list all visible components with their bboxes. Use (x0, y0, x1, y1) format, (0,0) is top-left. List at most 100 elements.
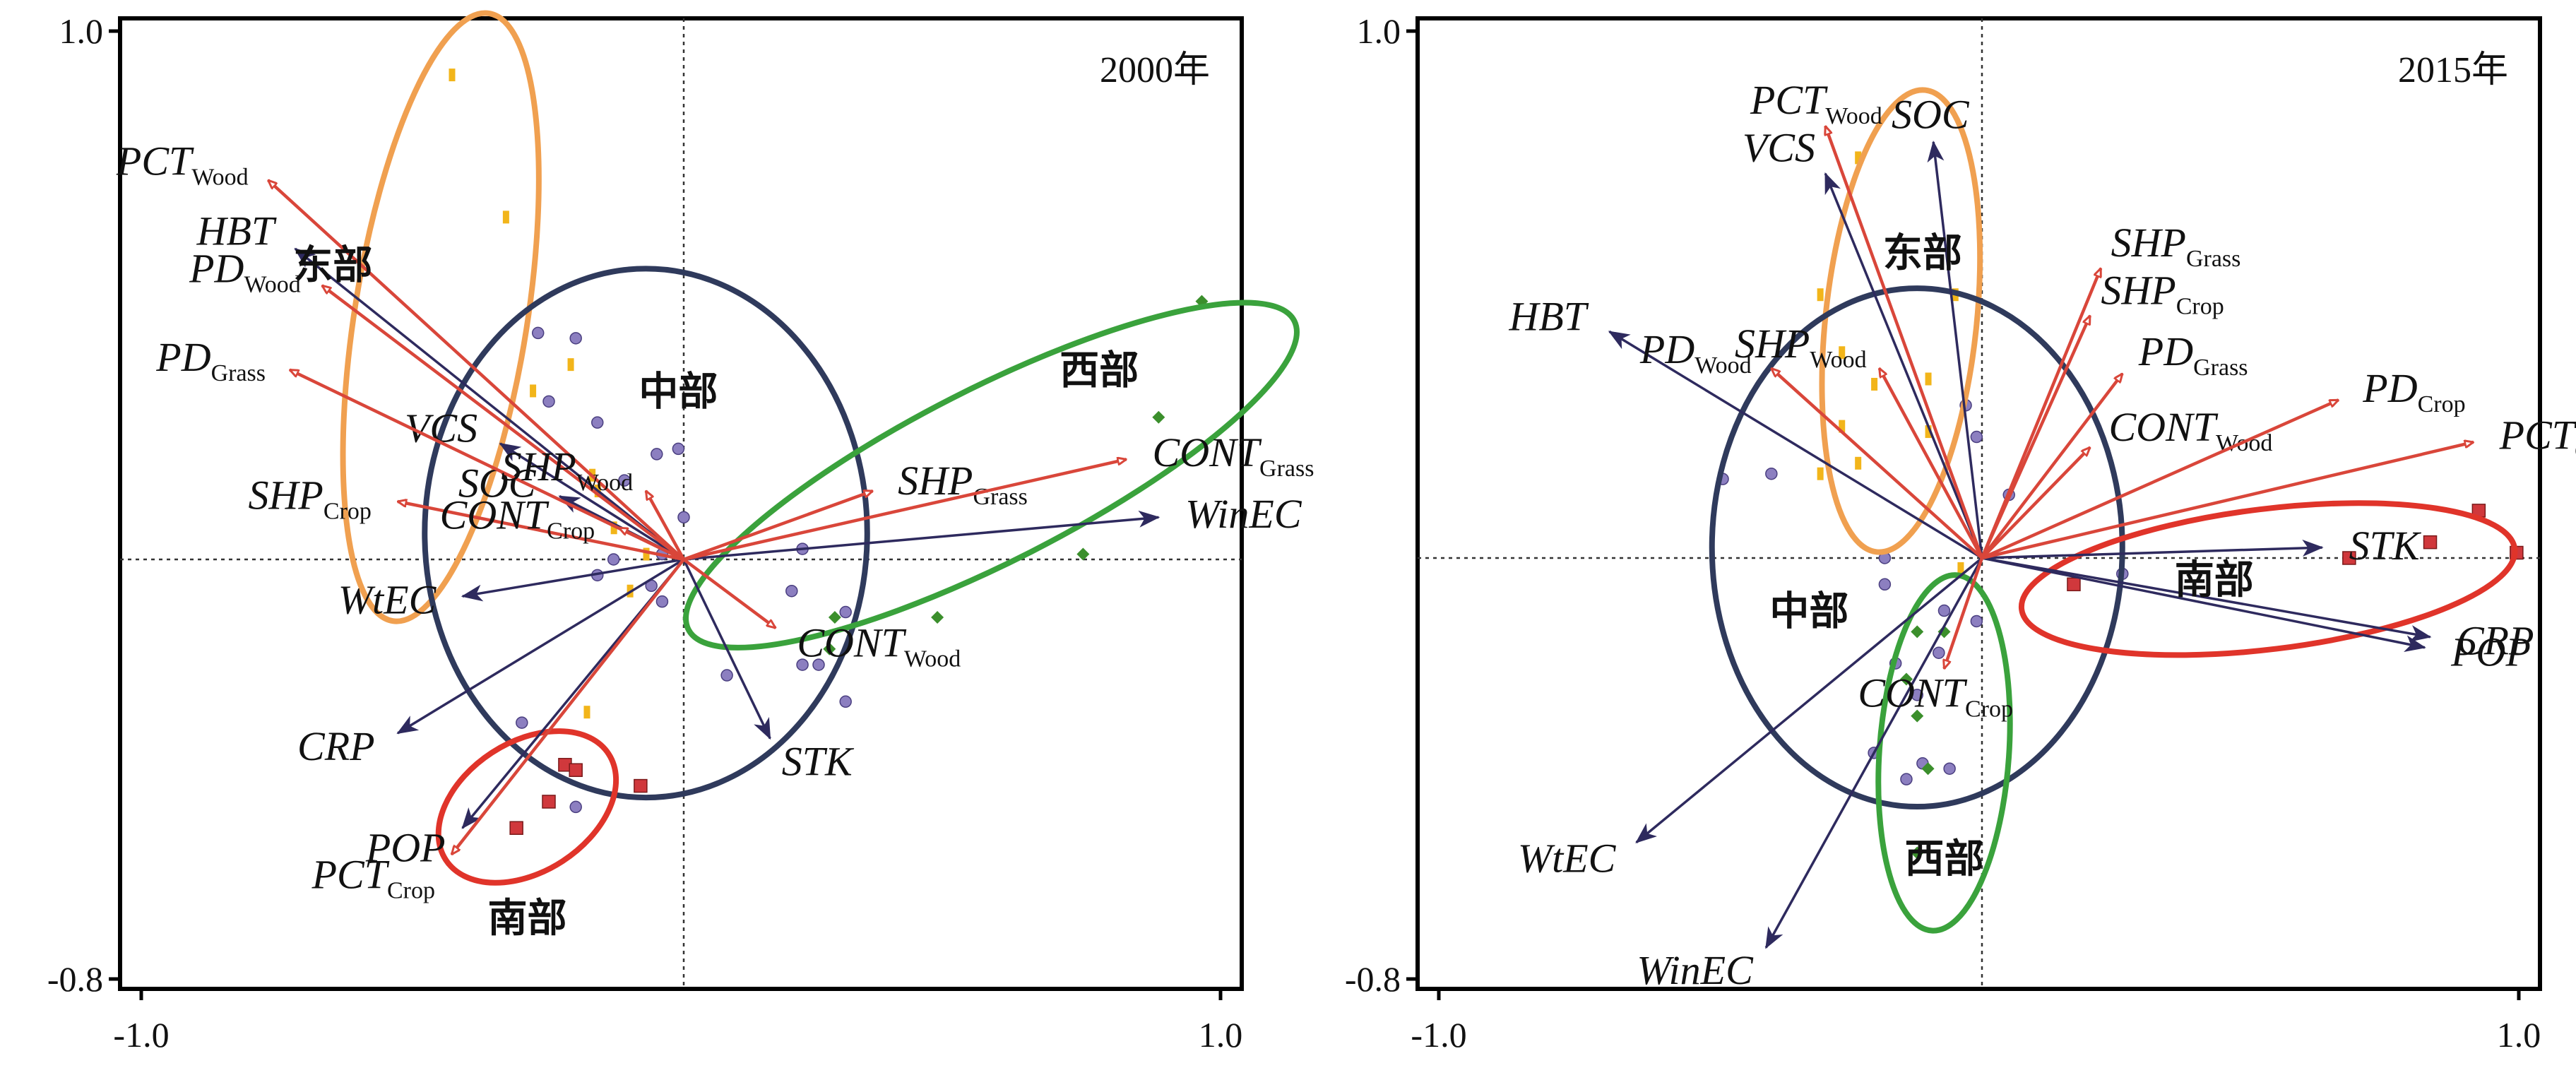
point-east (1925, 425, 1932, 439)
vector-label-shp-wood: SHPWood (1735, 321, 1867, 373)
vector-label-hbt: HBT (1508, 294, 1589, 340)
vector-label-cont-grass: CONTGrass (1153, 429, 1314, 482)
vector-soc (1927, 141, 1983, 559)
vector-label-pop: POP (365, 825, 446, 871)
region-label-west: 西部 (1060, 350, 1139, 393)
point-east (1957, 562, 1964, 575)
point-central (542, 395, 555, 408)
vector-cont-wood (1981, 447, 2090, 559)
vector-label-pd-crop: PDCrop (2362, 365, 2465, 417)
vector-label-cont-wood: CONTWood (2108, 404, 2272, 456)
region-label-west: 西部 (1904, 838, 1983, 882)
vector-label-pd-grass: PDGrass (155, 334, 266, 386)
region-label-central: 中部 (639, 370, 718, 414)
vector-label-pd-wood: PDWood (1639, 326, 1752, 379)
x-tick-label: -1.0 (113, 1015, 169, 1055)
point-south (634, 778, 648, 793)
vector-crp (1981, 557, 2432, 642)
vector-wtec (461, 558, 684, 602)
vector-label-shp-grass: SHPGrass (2111, 220, 2241, 272)
point-central (591, 416, 604, 429)
vector-label-cont-crop: CONTCrop (440, 492, 595, 545)
vector-pct-crop (451, 558, 685, 855)
vector-vcs (1824, 172, 1983, 559)
vector-label-crp: CRP (297, 723, 375, 769)
vector-shp-wood (1877, 369, 1983, 559)
point-central (796, 658, 809, 671)
point-central (1970, 430, 1983, 444)
x-tick-label: 1.0 (2497, 1015, 2541, 1055)
region-ellipse-south (435, 728, 619, 886)
y-tick-label: -0.8 (1345, 959, 1401, 999)
point-west (828, 611, 841, 624)
vector-label-cont-crop: CONTCrop (1858, 670, 2013, 723)
vector-winec (1764, 557, 1983, 949)
vector-winec (683, 510, 1161, 561)
vector-label-pct-wood: PCTWood (1750, 77, 1882, 129)
point-east (1839, 346, 1846, 360)
vector-wtec (1635, 557, 1983, 843)
vector-crp (396, 558, 684, 735)
region-ellipse-east (1819, 87, 1983, 555)
vector-label-shp-crop: SHPCrop (249, 472, 372, 524)
point-central (516, 716, 528, 729)
vector-label-vcs: VCS (1743, 125, 1815, 171)
vector-pd-crop (1981, 398, 2339, 560)
point-east (567, 358, 574, 372)
point-central (651, 448, 663, 461)
point-central (655, 595, 669, 608)
region-label-south: 南部 (2175, 559, 2254, 603)
vector-label-wtec: WtEC (338, 576, 437, 622)
region-ellipse-west (683, 299, 1300, 651)
point-central (677, 511, 690, 524)
point-central (839, 605, 852, 619)
x-tick-label: 1.0 (1199, 1015, 1243, 1055)
vector-cont-grass (683, 459, 1126, 562)
point-east (1839, 420, 1846, 433)
point-west (1937, 625, 1951, 639)
vector-label-hbt: HBT (196, 208, 277, 254)
point-west (823, 642, 836, 655)
point-west (1911, 709, 1924, 723)
point-central (618, 474, 631, 487)
panel-title: 2015年 (2398, 50, 2508, 90)
panel-title: 2000年 (1100, 50, 1210, 90)
point-west (931, 611, 944, 624)
vector-label-pop: POP (2450, 629, 2531, 675)
point-south (2342, 551, 2356, 565)
vector-label-pd-wood: PDWood (189, 245, 301, 297)
vector-label-cont-wood: CONTWood (797, 620, 961, 672)
point-central (785, 584, 798, 598)
point-central (672, 442, 685, 456)
vector-label-shp-wood: SHPWood (501, 444, 633, 496)
vector-cont-crop (1944, 557, 1984, 669)
point-central (1900, 773, 1913, 785)
point-central (812, 658, 825, 671)
point-west (1911, 625, 1924, 639)
plot-frame (1415, 16, 2542, 991)
vector-label-winec: WinEC (1185, 491, 1302, 537)
region-ellipse-central (1709, 285, 2125, 810)
point-central (569, 800, 582, 814)
vector-label-crp: CRP (2457, 617, 2534, 663)
point-central (569, 332, 582, 345)
point-east (1925, 372, 1932, 386)
x-tick-label: -1.0 (1411, 1015, 1466, 1055)
vector-label-pct-crop: PCTCrop (311, 851, 435, 903)
vector-label-shp-crop: SHPCrop (2101, 267, 2224, 319)
region-ellipse-east (340, 10, 542, 624)
point-south (2067, 577, 2081, 592)
vector-pct-wood (268, 180, 685, 561)
point-central (1933, 646, 1945, 659)
biplot-2000: 1.0-0.8-1.0 1.02000年HBTVCSSOCWtECCRPPOPWi… (47, 10, 1314, 1055)
vector-shp-wood (644, 491, 685, 561)
point-central (607, 553, 620, 566)
point-west (1911, 846, 1924, 860)
y-tick-label: -0.8 (47, 959, 103, 999)
region-ellipse-west (1875, 572, 2013, 934)
y-tick-label: 1.0 (59, 11, 104, 51)
vector-pd-wood (1771, 369, 1983, 559)
